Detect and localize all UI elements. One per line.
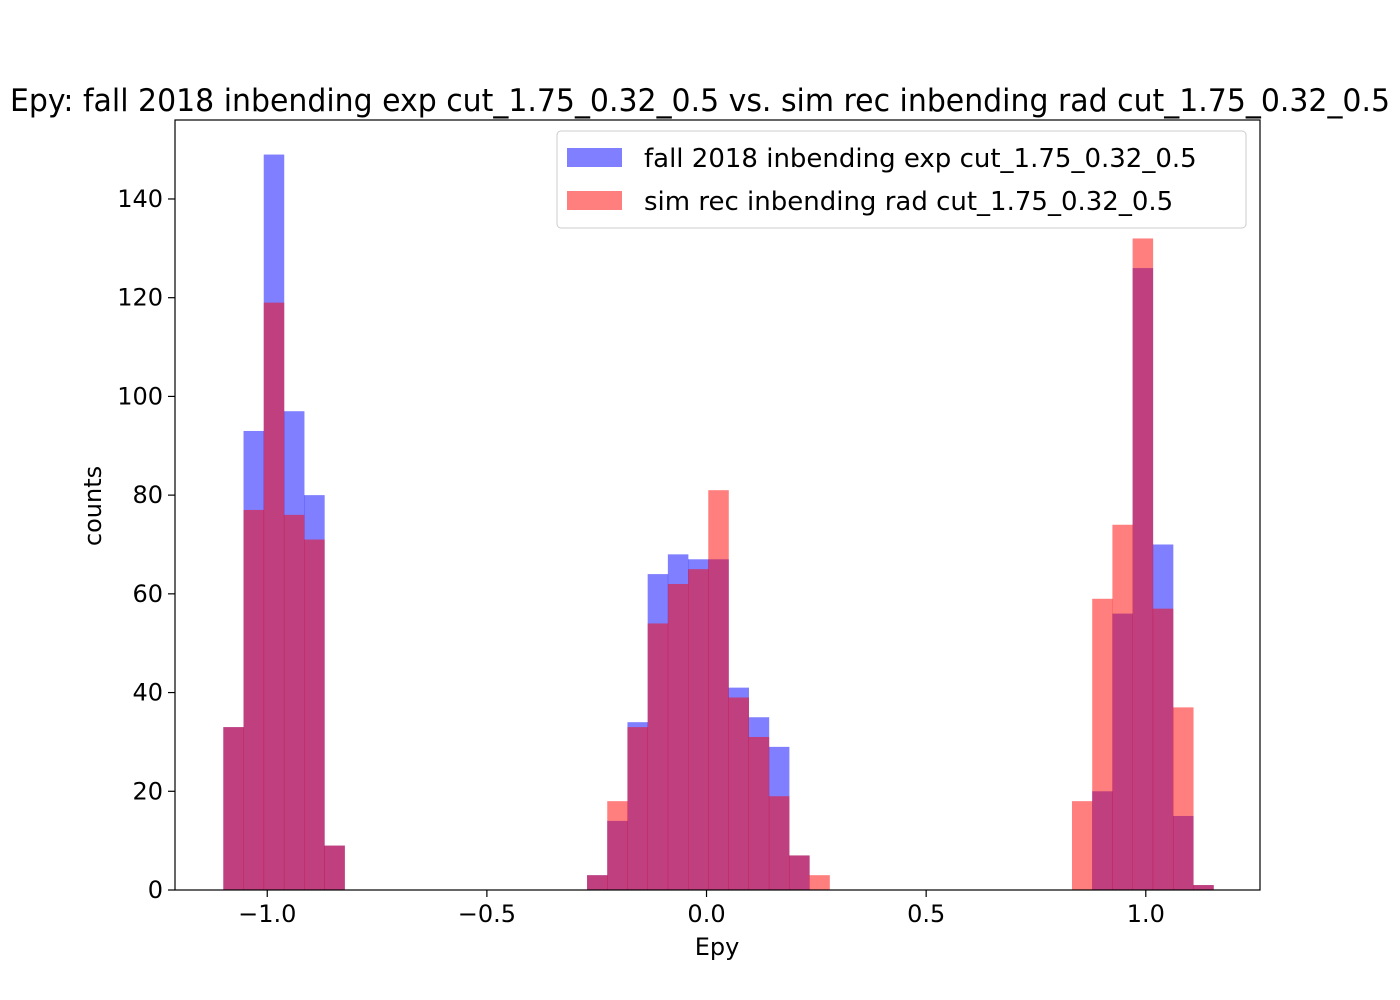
x-axis-label: Epy: [695, 933, 740, 961]
bars-layer: [223, 154, 1214, 891]
x-axis: −1.0 −0.5 0.0 0.5 1.0: [238, 890, 1165, 928]
histogram-bar-sim-2: [263, 302, 285, 890]
histogram-bar-sim-3: [283, 514, 305, 890]
histogram-bar-sim-10: [667, 583, 689, 890]
histogram-bar-sim-7: [607, 801, 628, 890]
histogram-bar-sim-19: [1092, 598, 1113, 890]
x-tick-label: 1.0: [1127, 900, 1165, 928]
histogram-bar-sim-1: [243, 509, 265, 890]
histogram-bar-sim-6: [587, 875, 608, 890]
histogram-bar-sim-11: [688, 569, 709, 890]
histogram-bar-sim-13: [728, 697, 749, 890]
histogram-bar-sim-0: [223, 727, 244, 890]
y-tick-label: 120: [117, 284, 163, 312]
chart-title: Epy: fall 2018 inbending exp cut_1.75_0.…: [10, 83, 1390, 119]
y-axis: 0 20 40 60 80 100 120 140: [117, 185, 175, 904]
histogram-bar-sim-20: [1112, 524, 1133, 890]
histogram-bar-sim-12: [708, 490, 729, 890]
y-tick-label: 80: [132, 481, 163, 509]
y-tick-label: 0: [148, 876, 163, 904]
x-tick-label: 0.0: [687, 900, 725, 928]
y-tick-label: 60: [132, 580, 163, 608]
legend-swatch-exp: [567, 148, 622, 167]
histogram-bar-sim-23: [1173, 707, 1194, 890]
histogram-bar-sim-8: [627, 727, 648, 890]
legend-swatch-sim: [567, 191, 622, 210]
histogram-bar-sim-15: [768, 796, 790, 890]
legend-box: [556, 130, 1247, 229]
histogram-bar-sim-4: [304, 539, 325, 890]
x-tick-label: −1.0: [238, 900, 296, 928]
histogram-bar-sim-9: [647, 623, 669, 890]
y-tick-label: 20: [132, 777, 163, 805]
y-tick-label: 100: [117, 382, 163, 410]
histogram-bar-sim-21: [1132, 238, 1154, 890]
histogram-bar-sim-17: [809, 875, 830, 890]
plot-frame: [174, 119, 1261, 891]
histogram-bar-sim-22: [1152, 608, 1174, 890]
legend-label-sim: sim rec inbending rad cut_1.75_0.32_0.5: [644, 187, 1173, 217]
histogram-bar-sim-14: [748, 736, 770, 890]
y-tick-label: 40: [132, 679, 163, 707]
histogram-bar-sim-18: [1071, 801, 1093, 890]
y-axis-label: counts: [79, 466, 107, 546]
legend: fall 2018 inbending exp cut_1.75_0.32_0.…: [556, 130, 1247, 229]
x-tick-label: −0.5: [458, 900, 516, 928]
histogram-bar-sim-24: [1193, 885, 1214, 890]
y-tick-label: 140: [117, 185, 163, 213]
histogram-bar-sim-5: [324, 845, 345, 890]
histogram-bar-sim-16: [789, 855, 810, 890]
legend-label-exp: fall 2018 inbending exp cut_1.75_0.32_0.…: [644, 144, 1197, 174]
x-tick-label: 0.5: [907, 900, 945, 928]
